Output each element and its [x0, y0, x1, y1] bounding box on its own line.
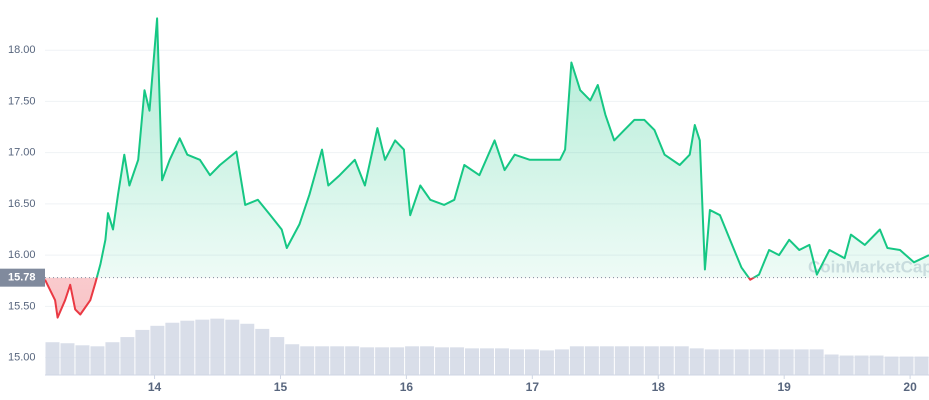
- volume-bar: [734, 349, 749, 375]
- x-tick-label: 18: [652, 380, 666, 394]
- volume-bar: [899, 356, 914, 375]
- y-tick-label: 17.00: [8, 147, 36, 159]
- volume-bar: [120, 337, 135, 375]
- volume-bar: [105, 342, 120, 375]
- volume-bar: [165, 322, 180, 375]
- volume-bar: [180, 320, 195, 375]
- y-tick-label: 15.50: [8, 300, 36, 312]
- volume-bar: [315, 346, 330, 375]
- volume-bar: [884, 356, 899, 375]
- volume-bar: [539, 350, 554, 375]
- line-above: [95, 17, 929, 278]
- volume-bar: [764, 349, 779, 375]
- volume-bar: [90, 346, 105, 375]
- volume-bar: [644, 346, 659, 375]
- volume-bar: [45, 342, 60, 375]
- volume-bar: [465, 348, 480, 375]
- area-above: [96, 18, 929, 278]
- volume-bar: [375, 347, 390, 375]
- volume-bar: [659, 346, 674, 375]
- y-tick-label: 15.00: [8, 351, 36, 363]
- volume-bar: [779, 349, 794, 375]
- baseline-box: [0, 268, 45, 287]
- volume-bar: [854, 355, 869, 375]
- volume-bar: [270, 337, 285, 375]
- volume-bar: [195, 319, 210, 375]
- volume-bar: [225, 319, 240, 375]
- x-tick-label: 15: [274, 380, 288, 394]
- volume-bar: [420, 346, 435, 375]
- volume-bar: [480, 348, 494, 375]
- volume-bar: [839, 355, 854, 375]
- volume-bar: [674, 346, 689, 375]
- volume-bar: [135, 329, 150, 375]
- volume-bar: [494, 348, 509, 375]
- volume-bar: [450, 347, 465, 375]
- volume-bar: [210, 318, 225, 375]
- x-tick-label: 17: [526, 380, 540, 394]
- volume-bar: [719, 349, 734, 375]
- volume-bar: [240, 323, 255, 375]
- y-tick-label: 18.00: [8, 44, 36, 56]
- x-tick-label: 20: [903, 380, 917, 394]
- volume-bar: [360, 347, 375, 375]
- volume-bar: [75, 345, 90, 375]
- volume-bar: [435, 347, 450, 375]
- volume-bar: [285, 344, 300, 375]
- baseline-label: 15.78: [8, 272, 36, 284]
- volume-bar: [330, 346, 345, 375]
- volume-bar: [689, 348, 704, 375]
- y-tick-label: 16.50: [8, 198, 36, 210]
- volume-bar: [794, 349, 809, 375]
- volume-bar: [599, 346, 614, 375]
- volume-bar: [405, 346, 420, 375]
- y-tick-label: 16.00: [8, 249, 36, 261]
- volume-bar: [60, 343, 75, 375]
- volume-bar: [569, 346, 584, 375]
- volume-bar: [614, 346, 629, 375]
- volume-bar: [809, 349, 824, 375]
- y-tick-label: 17.50: [8, 95, 36, 107]
- x-tick-label: 19: [778, 380, 792, 394]
- volume-bar: [390, 347, 405, 375]
- volume-bar: [629, 346, 644, 375]
- volume-bar: [824, 354, 839, 375]
- volume-bar: [300, 346, 315, 375]
- volume-bar: [554, 349, 569, 375]
- volume-bar: [345, 346, 360, 375]
- volume-bar: [255, 328, 270, 375]
- x-tick-label: 16: [400, 380, 414, 394]
- volume-bar: [509, 349, 524, 375]
- volume-bar: [869, 355, 884, 375]
- volume-bar: [704, 349, 719, 375]
- volume-bar: [584, 346, 599, 375]
- volume-bar: [914, 356, 929, 375]
- volume-bar: [150, 325, 165, 375]
- volume-bar: [749, 349, 764, 375]
- x-tick-label: 14: [148, 380, 162, 394]
- volume-bar: [524, 349, 539, 375]
